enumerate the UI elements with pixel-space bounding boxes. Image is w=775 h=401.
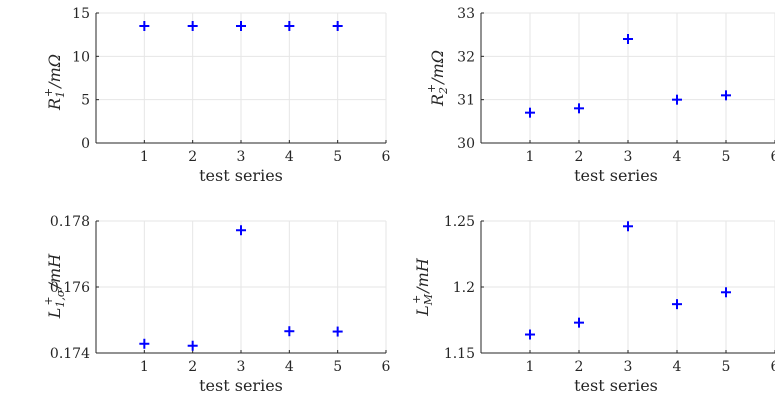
data-point-r2-3 <box>623 34 633 44</box>
chart-lm: LM+/mH 1 2 3 4 5 6 1.15 1.2 1.25 test series <box>410 214 775 395</box>
data-point-r2-5 <box>721 90 731 101</box>
y-tick-label-l1sigma-2: 0.178 <box>50 214 90 230</box>
y-tick-label-r1-1: 5 <box>81 93 90 109</box>
x-axis-label-l1sigma: test series <box>199 376 283 395</box>
data-point-lm-3 <box>623 221 633 232</box>
x-tick-label-l1sigma-5: 6 <box>382 359 391 375</box>
data-point-l1sigma-2 <box>187 340 198 351</box>
x-tick-label-r2-1: 2 <box>575 149 584 165</box>
chart-l1sigma: L1,σ+/mH 1 2 3 4 5 6 0.174 0.176 0.178 test serie… <box>42 214 391 395</box>
x-tick-label-l1sigma-2: 3 <box>237 359 246 375</box>
x-tick-label-r2-3: 4 <box>673 149 682 165</box>
x-tick-label-r1-4: 5 <box>333 149 342 165</box>
data-point-l1sigma-4 <box>284 326 295 337</box>
x-tick-label-lm-0: 1 <box>526 359 535 375</box>
y-tick-label-r2-0: 30 <box>457 136 475 152</box>
x-tick-label-r2-2: 3 <box>624 149 633 165</box>
data-point-r1-2 <box>187 21 198 31</box>
data-point-l1sigma-5 <box>332 326 343 337</box>
x-axis-label-r1: test series <box>199 166 283 185</box>
data-point-lm-5 <box>721 287 731 298</box>
y-axis-label-r1: R1+/mΩ <box>42 54 67 111</box>
chart-r1: R1+/mΩ 1 2 3 4 5 6 0 5 10 15 test series <box>42 6 391 185</box>
data-point-lm-1 <box>525 329 535 340</box>
y-tick-label-r2-3: 33 <box>457 6 475 22</box>
y-tick-label-r1-3: 15 <box>72 6 90 22</box>
data-point-r1-3 <box>236 21 246 31</box>
x-tick-label-r1-2: 3 <box>237 149 246 165</box>
data-point-r1-5 <box>332 21 343 31</box>
y-tick-label-lm-0: 1.15 <box>444 346 475 362</box>
x-tick-label-l1sigma-4: 5 <box>333 359 342 375</box>
data-point-r2-2 <box>574 103 584 114</box>
y-tick-label-r1-2: 10 <box>72 49 90 65</box>
data-point-r1-4 <box>284 21 295 31</box>
x-tick-label-lm-1: 2 <box>575 359 584 375</box>
x-tick-label-l1sigma-0: 1 <box>140 359 149 375</box>
data-point-r2-4 <box>672 94 682 105</box>
data-point-l1sigma-3 <box>236 225 246 236</box>
x-axis-label-lm: test series <box>574 376 658 395</box>
x-tick-label-r1-3: 4 <box>285 149 294 165</box>
x-tick-label-lm-5: 6 <box>771 359 775 375</box>
y-tick-label-r2-1: 31 <box>457 93 475 109</box>
data-point-lm-4 <box>672 299 682 310</box>
x-tick-label-l1sigma-3: 4 <box>285 359 294 375</box>
y-axis-label-r2: R2+/mΩ <box>425 50 450 107</box>
x-tick-label-r1-0: 1 <box>140 149 149 165</box>
x-tick-label-r2-0: 1 <box>526 149 535 165</box>
x-tick-label-r1-5: 6 <box>382 149 391 165</box>
y-tick-label-l1sigma-0: 0.174 <box>50 346 90 362</box>
x-axis-label-r2: test series <box>574 166 658 185</box>
y-axis-label-lm: LM+/mH <box>410 257 435 317</box>
x-tick-label-r1-1: 2 <box>188 149 197 165</box>
x-tick-label-l1sigma-1: 2 <box>188 359 197 375</box>
x-tick-label-r2-5: 6 <box>771 149 775 165</box>
data-point-lm-2 <box>574 317 584 328</box>
y-tick-label-lm-1: 1.2 <box>453 280 475 296</box>
y-axis-label-l1sigma: L1,σ+/mH <box>42 253 67 319</box>
y-tick-label-lm-2: 1.25 <box>444 214 475 230</box>
x-tick-label-lm-2: 3 <box>624 359 633 375</box>
x-tick-label-lm-3: 4 <box>673 359 682 375</box>
data-point-r2-1 <box>525 107 535 118</box>
y-tick-label-r2-2: 32 <box>457 49 475 65</box>
y-tick-label-r1-0: 0 <box>81 136 90 152</box>
data-point-l1sigma-1 <box>139 338 150 349</box>
y-tick-label-l1sigma-1: 0.176 <box>50 280 90 296</box>
x-tick-label-lm-4: 5 <box>722 359 731 375</box>
data-point-r1-1 <box>139 21 150 31</box>
chart-r2: R2+/mΩ 1 2 3 4 5 6 30 31 32 33 test series <box>425 6 775 185</box>
x-tick-label-r2-4: 5 <box>722 149 731 165</box>
